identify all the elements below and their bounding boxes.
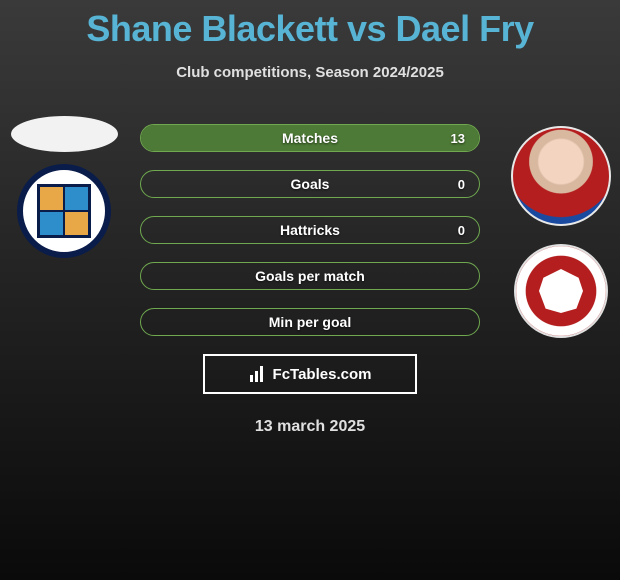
stat-label: Goals per match	[255, 268, 365, 284]
stat-row: Hattricks 0	[140, 216, 480, 244]
season-subtitle: Club competitions, Season 2024/2025	[0, 64, 620, 81]
branding-label: FcTables.com	[273, 366, 372, 383]
stat-value-right: 13	[451, 131, 465, 146]
date-line: 13 march 2025	[0, 418, 620, 436]
player-left-column	[4, 116, 124, 258]
stat-value-right: 0	[458, 177, 465, 192]
stat-row: Goals per match	[140, 262, 480, 290]
stats-panel: Matches 13 Goals 0 Hattricks 0 Goals per match…	[140, 124, 480, 354]
chart-icon	[249, 365, 267, 383]
stat-value-right: 0	[458, 223, 465, 238]
page-title: Shane Blackett vs Dael Fry	[0, 0, 620, 50]
player-right-column	[506, 126, 616, 338]
middlesbrough-lion-icon	[539, 269, 583, 313]
player-left-avatar	[11, 116, 118, 152]
club-badge-luton	[17, 164, 111, 258]
stat-label: Hattricks	[280, 222, 340, 238]
branding-box[interactable]: FcTables.com	[203, 354, 417, 394]
comparison-card: Shane Blackett vs Dael Fry Club competit…	[0, 0, 620, 580]
stat-row: Min per goal	[140, 308, 480, 336]
stat-row: Matches 13	[140, 124, 480, 152]
player-right-avatar	[511, 126, 611, 226]
stat-label: Matches	[282, 130, 338, 146]
stat-label: Goals	[291, 176, 330, 192]
stat-row: Goals 0	[140, 170, 480, 198]
luton-shield-icon	[37, 184, 91, 238]
club-badge-middlesbrough	[514, 244, 608, 338]
stat-label: Min per goal	[269, 314, 351, 330]
